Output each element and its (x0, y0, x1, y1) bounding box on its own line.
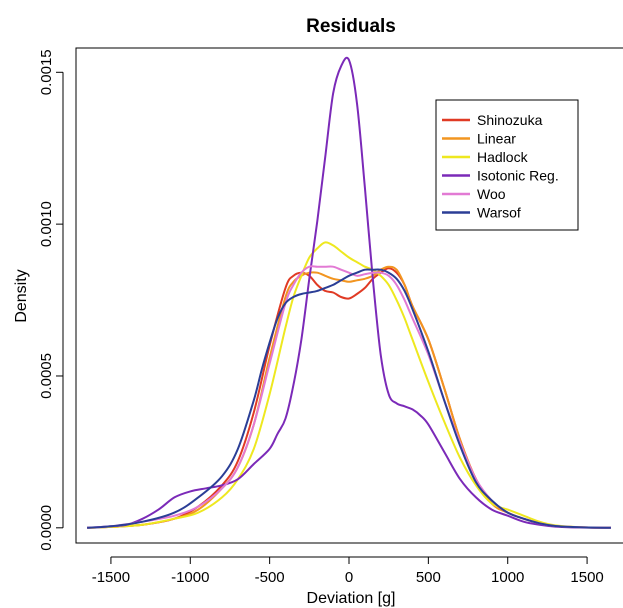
series-line-warsof (87, 268, 611, 529)
y-tick-label: 0.0005 (38, 353, 55, 399)
legend-label: Isotonic Reg. (477, 168, 559, 184)
series-line-woo (87, 265, 611, 529)
x-tick-label: 0 (345, 569, 353, 586)
series-line-isotonic-reg (87, 56, 611, 529)
legend: Shinozuka Linear Hadlock Isotonic Reg. Woo Wa… (435, 99, 579, 231)
series-line-linear (87, 265, 611, 529)
x-tick-label: -500 (255, 569, 285, 586)
legend-label: Warsof (477, 205, 521, 221)
y-tick-label: 0.0015 (38, 49, 55, 95)
x-axis: -1500 -1000 -500 0 500 1000 1500 (92, 556, 604, 586)
y-tick-label: 0.0010 (38, 201, 55, 247)
x-tick-label: -1500 (92, 569, 130, 586)
x-tick-label: 500 (416, 569, 441, 586)
y-axis: 0.0000 0.0005 0.0010 0.0015 (38, 49, 64, 551)
legend-label: Linear (477, 131, 516, 147)
plot-frame (75, 47, 623, 544)
y-axis-title: Density (13, 269, 30, 322)
legend-box (435, 99, 579, 231)
legend-label: Woo (477, 186, 506, 202)
series-layer (87, 56, 611, 529)
x-tick-label: -1000 (171, 569, 209, 586)
series-line-shinozuka (87, 267, 611, 529)
y-tick-label: 0.0000 (38, 505, 55, 551)
chart-title: Residuals (306, 16, 396, 37)
series-line-hadlock (87, 241, 611, 529)
x-tick-label: 1500 (570, 569, 603, 586)
x-tick-label: 1000 (491, 569, 524, 586)
legend-label: Hadlock (477, 149, 529, 165)
x-axis-title: Deviation [g] (307, 590, 396, 607)
legend-label: Shinozuka (477, 112, 543, 128)
